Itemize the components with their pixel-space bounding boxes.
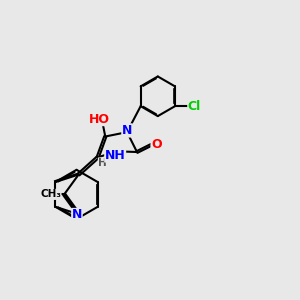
Text: Cl: Cl	[188, 100, 201, 113]
Text: O: O	[151, 138, 162, 151]
Text: HO: HO	[88, 112, 110, 126]
Text: NH: NH	[105, 149, 125, 162]
Text: N: N	[72, 208, 82, 221]
Text: CH₃: CH₃	[40, 189, 61, 200]
Text: H: H	[98, 158, 107, 168]
Text: N: N	[122, 124, 132, 137]
